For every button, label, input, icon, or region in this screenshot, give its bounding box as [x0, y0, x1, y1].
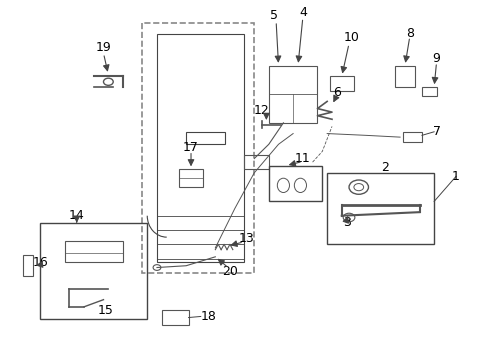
- Text: 9: 9: [432, 52, 440, 65]
- Text: 1: 1: [451, 170, 459, 183]
- Text: 20: 20: [222, 265, 237, 278]
- Bar: [421, 87, 436, 96]
- Text: 6: 6: [332, 86, 340, 99]
- Bar: [268, 166, 322, 202]
- Bar: [186, 132, 224, 144]
- Bar: [23, 255, 33, 276]
- Bar: [244, 155, 268, 169]
- Bar: [329, 76, 353, 91]
- Bar: [394, 66, 414, 87]
- Circle shape: [103, 78, 113, 85]
- Bar: [268, 66, 317, 123]
- Text: 3: 3: [342, 216, 350, 229]
- Text: 18: 18: [201, 310, 216, 323]
- Bar: [64, 241, 122, 262]
- Bar: [326, 173, 433, 244]
- Text: 19: 19: [96, 41, 111, 54]
- Text: 7: 7: [432, 125, 440, 138]
- Text: 13: 13: [239, 233, 254, 246]
- Bar: [179, 169, 203, 187]
- Text: 11: 11: [294, 152, 310, 165]
- Text: 16: 16: [33, 256, 49, 269]
- Text: 12: 12: [253, 104, 269, 117]
- Text: 8: 8: [405, 27, 413, 40]
- Bar: [162, 310, 188, 325]
- Text: 2: 2: [381, 161, 388, 174]
- Text: 14: 14: [69, 209, 84, 222]
- Text: 17: 17: [183, 141, 199, 154]
- Text: 5: 5: [269, 9, 277, 22]
- Bar: [40, 223, 147, 319]
- Text: 10: 10: [343, 31, 359, 44]
- Bar: [402, 132, 421, 143]
- Text: 4: 4: [298, 6, 306, 19]
- Text: 15: 15: [98, 304, 114, 317]
